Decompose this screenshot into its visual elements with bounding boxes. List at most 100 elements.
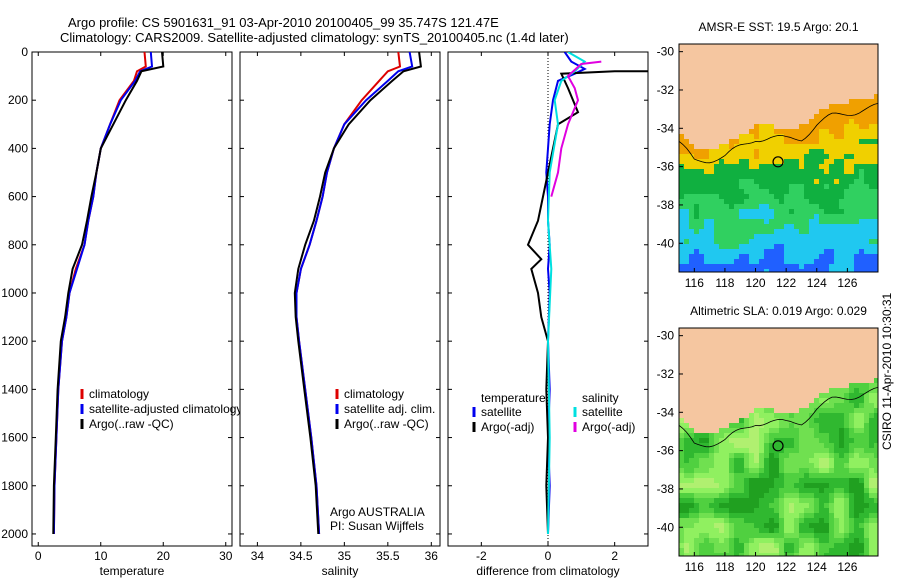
map-cell — [819, 513, 824, 518]
map-cell — [759, 49, 764, 54]
map-cell — [864, 528, 869, 533]
map-cell — [839, 358, 844, 363]
map-cell — [709, 54, 714, 59]
map-cell — [869, 478, 874, 483]
map-cell — [789, 398, 794, 403]
map-cell — [749, 393, 754, 398]
map-cell — [834, 169, 839, 174]
map-cell — [714, 129, 719, 134]
map-cell — [699, 523, 704, 528]
map-cell — [774, 483, 779, 488]
map-cell — [794, 448, 799, 453]
map-cell — [809, 104, 814, 109]
map-cell — [734, 503, 739, 508]
map-cell — [784, 224, 789, 229]
map-cell — [854, 378, 859, 383]
map-cell — [734, 343, 739, 348]
map-cell — [789, 124, 794, 129]
map-cell — [714, 328, 719, 333]
y-tick-label: 800 — [8, 238, 28, 252]
map-cell — [739, 478, 744, 483]
map-cell — [804, 368, 809, 373]
map-cell — [694, 508, 699, 513]
map-cell — [729, 229, 734, 234]
map-cell — [859, 159, 864, 164]
map-cell — [739, 468, 744, 473]
map-cell — [799, 448, 804, 453]
map-cell — [874, 194, 878, 199]
map-cell — [834, 533, 839, 538]
map-cell — [859, 104, 864, 109]
map-cell — [724, 378, 729, 383]
map-cell — [739, 219, 744, 224]
map-cell — [834, 164, 839, 169]
map-cell — [794, 264, 799, 269]
map-cell — [694, 134, 699, 139]
map-cell — [784, 528, 789, 533]
map-cell — [799, 179, 804, 184]
map-cell — [834, 159, 839, 164]
map-cell — [704, 249, 709, 254]
map-cell — [729, 124, 734, 129]
map-cell — [849, 403, 854, 408]
map-cell — [684, 343, 689, 348]
map-cell — [709, 149, 714, 154]
map-cell — [789, 89, 794, 94]
map-cell — [774, 89, 779, 94]
map-cell — [734, 269, 739, 272]
map-cell — [754, 164, 759, 169]
map-cell — [859, 239, 864, 244]
map-cell — [724, 343, 729, 348]
map-cell — [844, 244, 849, 249]
map-cell — [744, 383, 749, 388]
map-cell — [689, 204, 694, 209]
map-cell — [709, 383, 714, 388]
map-cell — [874, 458, 878, 463]
map-cell — [794, 508, 799, 513]
map-cell — [834, 44, 839, 49]
map-cell — [719, 214, 724, 219]
map-cell — [804, 433, 809, 438]
map-cell — [754, 453, 759, 458]
map-cell — [734, 483, 739, 488]
map-cell — [784, 159, 789, 164]
map-cell — [804, 99, 809, 104]
map-cell — [704, 468, 709, 473]
map-cell — [849, 144, 854, 149]
map-cell — [834, 264, 839, 269]
map-cell — [739, 144, 744, 149]
map-cell — [829, 393, 834, 398]
map-cell — [729, 204, 734, 209]
map-cell — [714, 149, 719, 154]
map-cell — [864, 44, 869, 49]
map-cell — [854, 189, 859, 194]
map-cell — [844, 403, 849, 408]
map-cell — [699, 503, 704, 508]
map-cell — [739, 179, 744, 184]
map-cell — [869, 458, 874, 463]
map-cell — [689, 234, 694, 239]
map-cell — [689, 174, 694, 179]
map-cell — [869, 428, 874, 433]
map-cell — [809, 418, 814, 423]
map-cell — [734, 159, 739, 164]
map-cell — [814, 224, 819, 229]
map-cell — [819, 328, 824, 333]
map-cell — [694, 109, 699, 114]
map-cell — [759, 239, 764, 244]
map-cell — [679, 348, 684, 353]
map-cell — [759, 79, 764, 84]
map-cell — [754, 179, 759, 184]
map-cell — [759, 114, 764, 119]
map-cell — [769, 64, 774, 69]
map-cell — [704, 174, 709, 179]
map-cell — [799, 553, 804, 556]
map-cell — [714, 443, 719, 448]
map-cell — [759, 109, 764, 114]
map-cell — [844, 513, 849, 518]
x-tick-label: 20 — [157, 549, 171, 563]
y-tick-label: 2000 — [1, 527, 28, 541]
map-cell — [844, 119, 849, 124]
map-cell — [849, 129, 854, 134]
map-cell — [859, 254, 864, 259]
